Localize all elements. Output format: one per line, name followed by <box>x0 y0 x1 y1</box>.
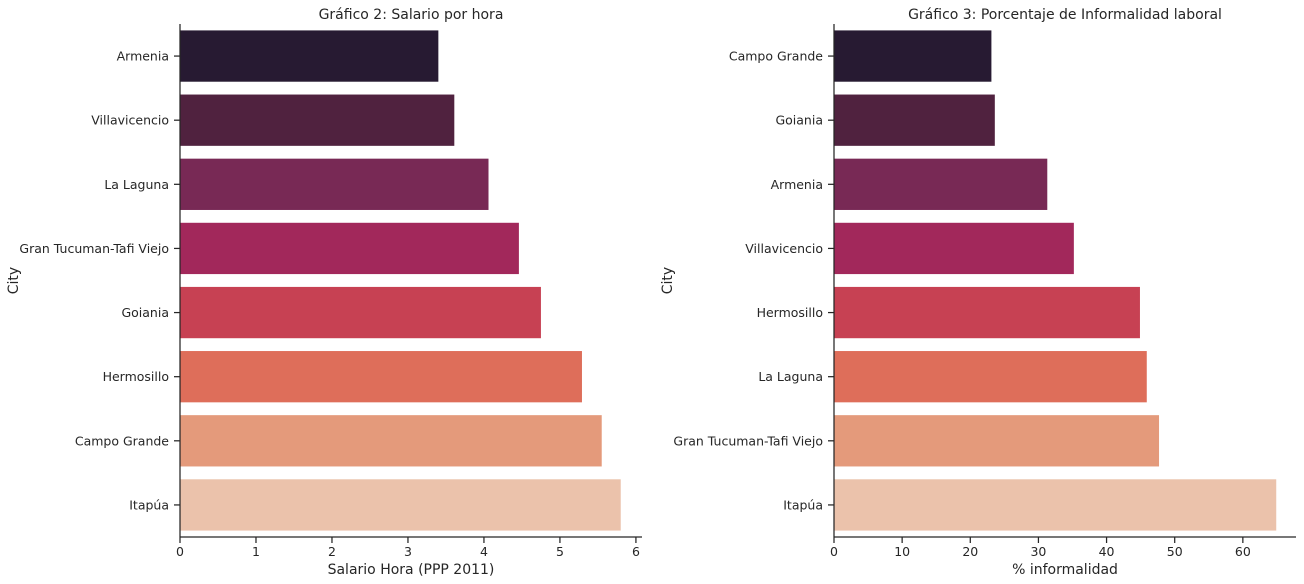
chart1-bar <box>180 479 621 531</box>
chart2-x-axis-label: % informalidad <box>1012 562 1118 578</box>
chart1-y-tick-label: Goiania <box>121 305 169 320</box>
chart1-x-tick-label: 2 <box>328 544 336 559</box>
chart2-bar <box>834 351 1147 403</box>
chart2-y-tick-label: Goiania <box>775 113 823 128</box>
chart2-bar <box>834 158 1048 210</box>
chart1-y-tick-label: Itapúa <box>129 497 169 512</box>
chart2-y-tick-label: Itapúa <box>783 497 823 512</box>
chart1-bar <box>180 351 582 403</box>
chart1-x-axis-label: Salario Hora (PPP 2011) <box>328 562 495 578</box>
chart2-y-tick-label: Campo Grande <box>729 49 823 64</box>
chart2-title: Gráfico 3: Porcentaje de Informalidad la… <box>908 7 1222 23</box>
chart2-x-tick-label: 0 <box>830 544 838 559</box>
chart2-bar <box>834 479 1277 531</box>
chart2-bar <box>834 415 1160 467</box>
chart1-y-tick-label: Campo Grande <box>75 433 169 448</box>
chart1-bar <box>180 94 455 146</box>
chart2-y-tick-label: Armenia <box>771 177 823 192</box>
chart1-x-tick-label: 5 <box>556 544 564 559</box>
chart1-bar <box>180 158 489 210</box>
chart2-bar <box>834 30 992 82</box>
chart2-x-tick-label: 40 <box>1099 544 1115 559</box>
chart2-x-tick-label: 30 <box>1030 544 1046 559</box>
chart1-bar <box>180 415 602 467</box>
chart2-y-axis-label: City <box>660 267 676 294</box>
chart1-title: Gráfico 2: Salario por hora <box>319 7 504 23</box>
chart2-y-tick-label: Villavicencio <box>745 241 823 256</box>
chart2-y-tick-label: Gran Tucuman-Tafi Viejo <box>673 433 823 448</box>
chart1-y-tick-label: Gran Tucuman-Tafi Viejo <box>19 241 169 256</box>
chart1-y-axis-label: City <box>6 267 22 294</box>
chart2-y-tick-label: La Laguna <box>758 369 823 384</box>
chart1-x-tick-label: 6 <box>632 544 640 559</box>
chart1-bar <box>180 286 541 339</box>
chart1-y-tick-label: Villavicencio <box>91 113 169 128</box>
chart1-y-tick-label: La Laguna <box>104 177 169 192</box>
chart1-bar <box>180 222 519 275</box>
chart2-y-tick-label: Hermosillo <box>757 305 823 320</box>
chart1-y-tick-label: Hermosillo <box>103 369 169 384</box>
chart1-x-tick-label: 3 <box>404 544 412 559</box>
chart1-x-tick-label: 0 <box>176 544 184 559</box>
chart1-x-tick-label: 4 <box>480 544 488 559</box>
chart1-bar <box>180 30 439 82</box>
chart2-x-tick-label: 10 <box>894 544 910 559</box>
chart2-x-tick-label: 60 <box>1235 544 1251 559</box>
chart2-bar <box>834 94 995 146</box>
chart2-x-tick-label: 20 <box>962 544 978 559</box>
chart1-y-tick-label: Armenia <box>117 49 169 64</box>
chart2-bar <box>834 286 1140 339</box>
chart2-bar <box>834 222 1074 275</box>
chart2-x-tick-label: 50 <box>1167 544 1183 559</box>
chart1-x-tick-label: 1 <box>252 544 260 559</box>
